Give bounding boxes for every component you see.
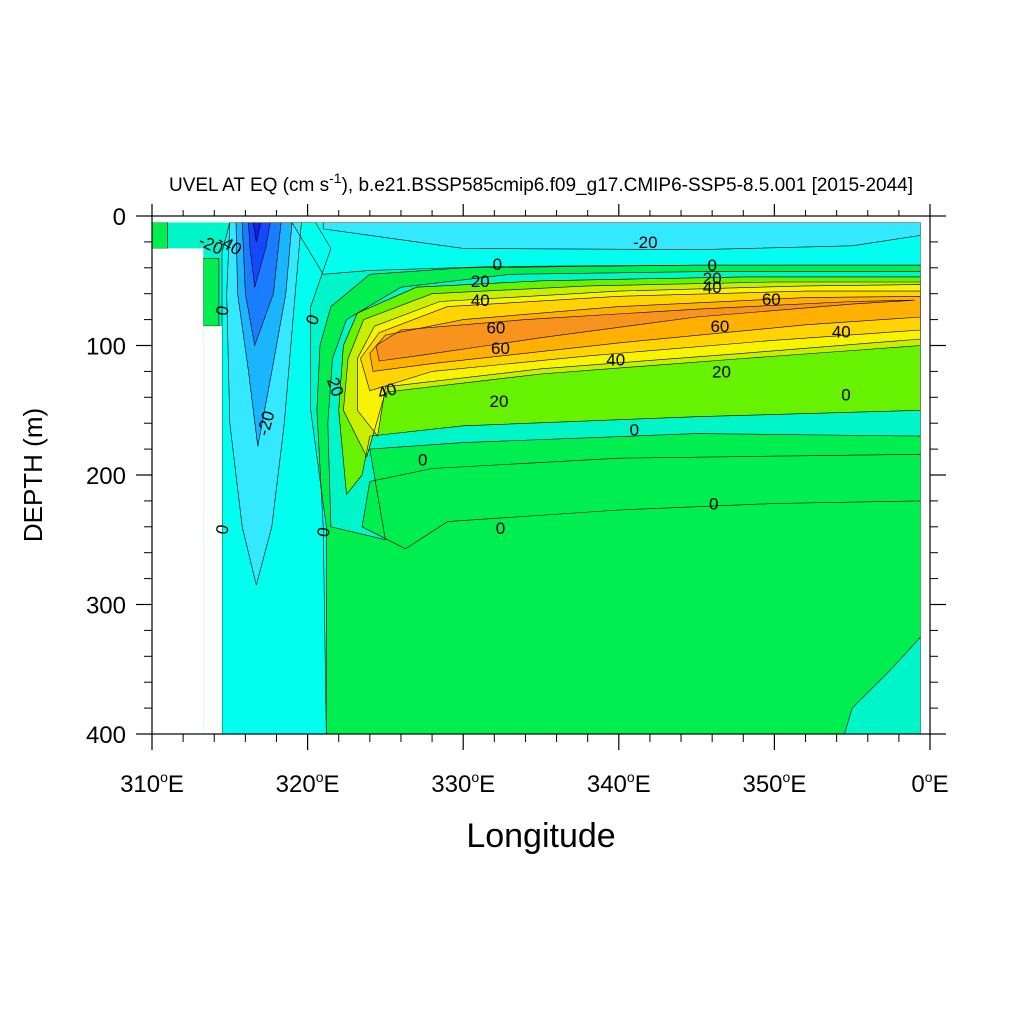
contour-band-8 — [369, 296, 921, 372]
title-superscript: -1 — [329, 170, 342, 186]
contour-label-9: 60 — [762, 290, 781, 309]
title-main: UVEL AT EQ (cm s — [169, 175, 329, 196]
contour-band-3 — [844, 636, 921, 734]
contour-line-1 — [327, 271, 922, 541]
contour-label-2: -20 — [633, 233, 658, 252]
contour-label-5: 20 — [471, 272, 490, 291]
contour-label-14: 40 — [606, 351, 625, 370]
contour-line-10 — [221, 222, 332, 735]
contour-band-18 — [152, 222, 168, 249]
contour-label-27: 0 — [212, 523, 232, 536]
contour-line-9 — [375, 299, 915, 362]
contour-line-8 — [369, 295, 922, 372]
contour-label-11: 60 — [710, 317, 729, 336]
contour-label-10: 60 — [486, 318, 505, 337]
contour-line-7 — [360, 290, 922, 392]
y-tick-label-3: 300 — [86, 593, 126, 620]
contour-label-26: 0 — [496, 519, 505, 538]
y-tick-label-0: 0 — [113, 204, 126, 231]
contour-line-4 — [338, 276, 922, 496]
x-tick-label-0: 310oE — [120, 769, 184, 798]
contour-label-3: 0 — [493, 255, 502, 274]
contour-label-24: 0 — [418, 451, 427, 470]
masked-area-3 — [920, 216, 930, 734]
contour-band-17 — [253, 222, 261, 242]
contour-band-2 — [362, 454, 921, 549]
title-rest: ), b.e21.BSSP585cmip6.f09_g17.CMIP6-SSP5… — [342, 175, 913, 196]
contour-label-25: 0 — [709, 495, 718, 514]
contour-band-16 — [248, 222, 271, 288]
land-mask — [152, 216, 930, 734]
x-tick-label-3: 340oE — [587, 769, 651, 798]
contour-label-20: 20 — [490, 392, 509, 411]
contour-label-4: 0 — [707, 256, 716, 275]
x-tick-label-4: 350oE — [742, 769, 806, 798]
x-tick-label-5: 0oE — [911, 769, 948, 798]
contour-label-12: 40 — [832, 322, 851, 341]
masked-area-1 — [203, 326, 222, 734]
contour-label-13: 60 — [491, 339, 510, 358]
contour-band-12 — [323, 222, 921, 250]
y-tick-label-4: 400 — [86, 722, 126, 749]
contour-line-5 — [343, 281, 922, 458]
contour-label-6: 20 — [703, 269, 722, 288]
masked-area-2 — [152, 216, 930, 223]
filled-contours — [152, 216, 930, 734]
x-tick-label-2: 330oE — [431, 769, 495, 798]
contour-label-7: 40 — [471, 291, 490, 310]
y-axis-label: DEPTH (m) — [18, 408, 48, 542]
contour-label-21: 0 — [841, 386, 850, 405]
masked-area-0 — [152, 248, 204, 734]
contour-band-19 — [203, 258, 219, 327]
x-axis-label: Longitude — [466, 817, 615, 855]
axis-ticks: 310oE 320oE 330oE 340oE 350oE 0oE010020030040… — [86, 204, 949, 798]
contour-label-15: 20 — [712, 362, 731, 381]
y-tick-label-2: 200 — [86, 463, 126, 490]
contour-label-8: 40 — [703, 278, 722, 297]
x-tick-label-1: 320oE — [276, 769, 340, 798]
contour-label-28: 0 — [314, 526, 334, 539]
contour-label-16: 0 — [212, 304, 232, 317]
contour-label-22: 0 — [630, 421, 639, 440]
y-tick-label-1: 100 — [86, 334, 126, 361]
contour-line-6 — [357, 284, 922, 437]
chart-title: UVEL AT EQ (cm s-1), b.e21.BSSP585cmip6.… — [169, 170, 913, 196]
